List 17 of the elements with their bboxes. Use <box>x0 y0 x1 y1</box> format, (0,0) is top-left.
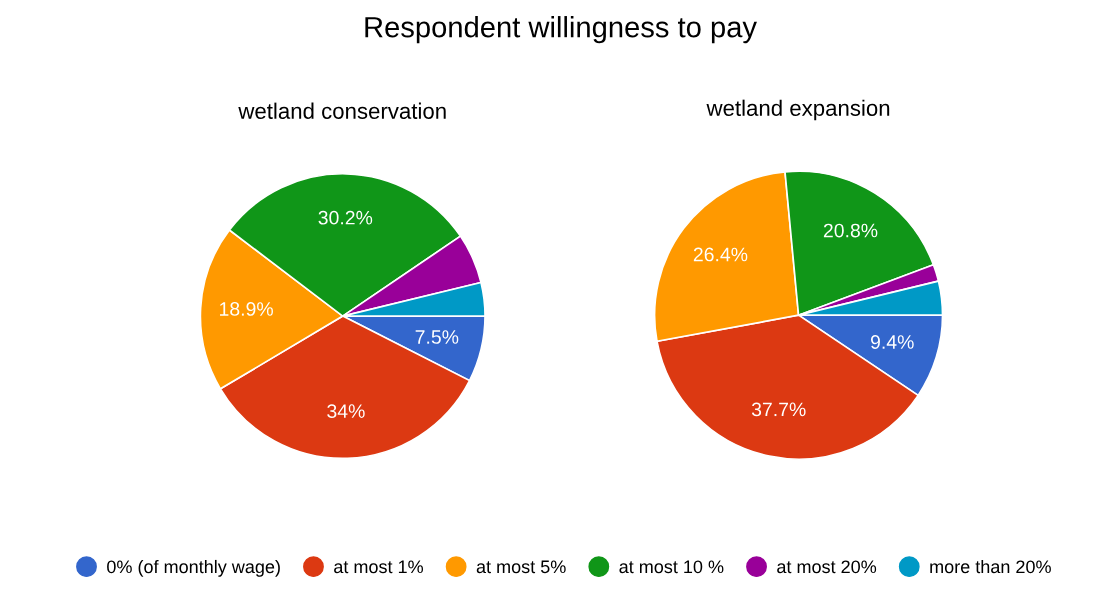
data-label: 18.9% <box>220 302 273 316</box>
data-label: 7.5% <box>415 330 459 344</box>
text: Respondent willingness to pay <box>365 16 757 44</box>
legend-label: at most 1% <box>334 560 423 574</box>
data-label: 30.2% <box>318 210 373 225</box>
chart-title: wetland conservation <box>238 102 446 119</box>
legend-label: 0% (of monthly wage) <box>107 559 280 577</box>
legend-label: at most 10 % <box>619 560 724 574</box>
data-label: 9.4% <box>870 335 914 349</box>
legend-label: more than 20% <box>930 559 1051 574</box>
data-label: 34% <box>327 404 365 419</box>
data-label: 26.4% <box>693 247 748 262</box>
data-label: 20.8% <box>823 223 878 238</box>
legend-label: at most 5% <box>476 560 566 574</box>
data-label: 37.7% <box>751 402 806 417</box>
legend-label: at most 20% <box>777 560 877 574</box>
chart-title: wetland expansion <box>706 99 890 121</box>
